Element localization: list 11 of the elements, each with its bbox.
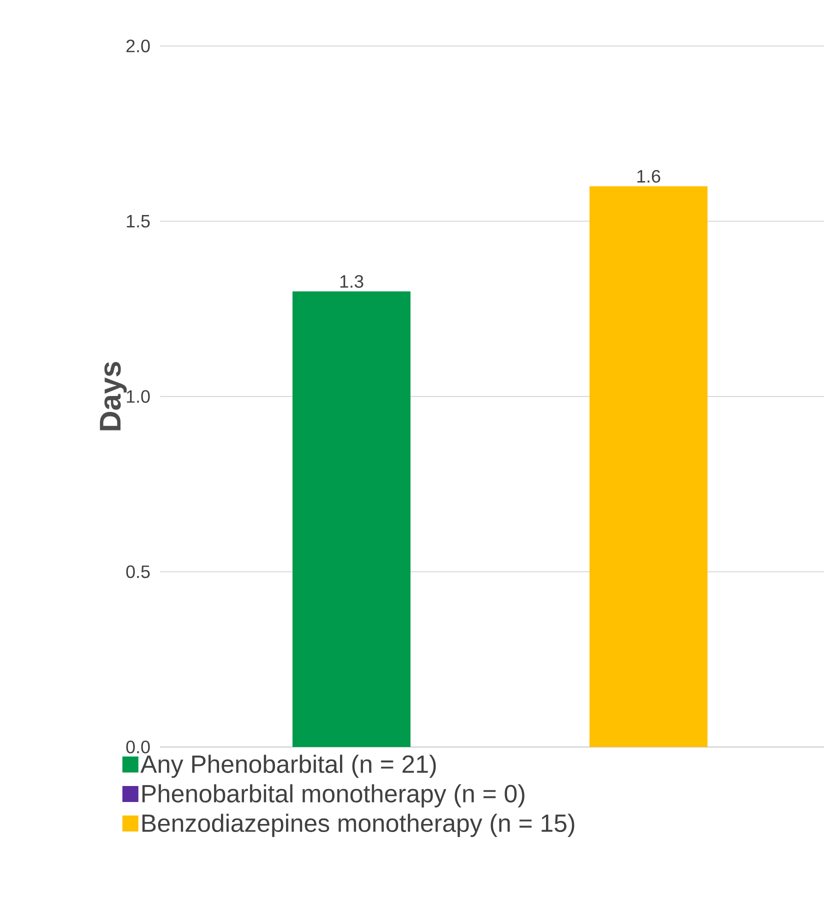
- y-tick-label: 1.0: [126, 390, 150, 403]
- y-tick-label: 0.5: [126, 565, 150, 578]
- y-tick-label: 2.0: [126, 40, 150, 52]
- legend-label: Benzodiazepines monotherapy (n = 15): [142, 814, 574, 837]
- data-label: 1.3: [340, 275, 364, 288]
- y-tick-label: 0.0: [126, 740, 150, 754]
- legend-label: Any Phenobarbital (n = 21): [140, 754, 436, 778]
- data-label: 1.6: [637, 170, 660, 183]
- legend-label: Phenobarbital monotherapy (n = 0): [142, 784, 524, 808]
- y-tick-label: 1.5: [126, 214, 150, 228]
- y-axis-title: Days: [100, 362, 127, 430]
